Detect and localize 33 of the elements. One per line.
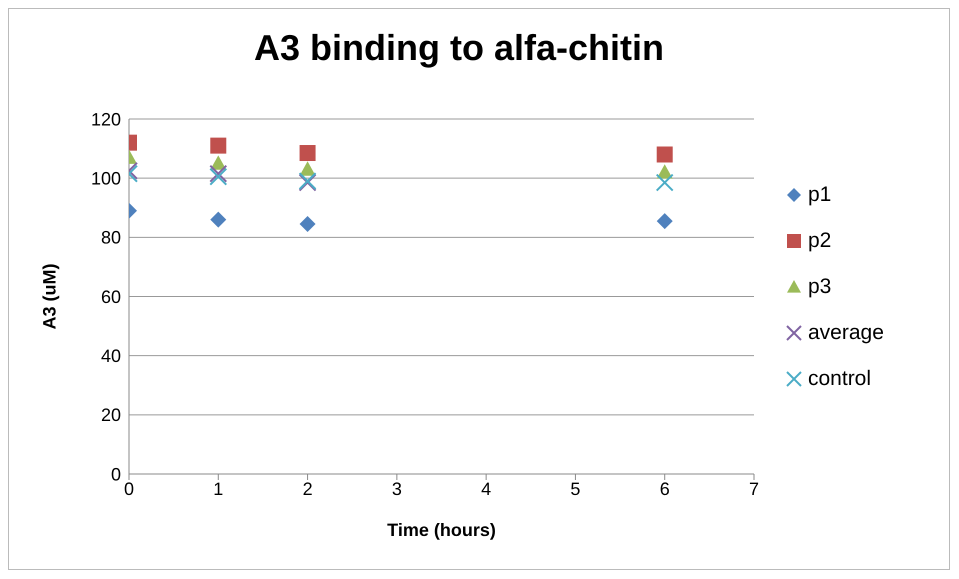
y-tick-label: 100 <box>90 168 121 189</box>
point <box>300 161 316 176</box>
x-tick-label: 0 <box>124 478 134 499</box>
point <box>209 168 228 186</box>
x-tick-label: 3 <box>392 478 402 499</box>
legend-label: p2 <box>808 228 832 252</box>
x-tick-label: 6 <box>660 478 670 499</box>
y-tick-label: 0 <box>110 464 121 484</box>
y-tick-label: 60 <box>100 286 121 307</box>
point <box>300 145 316 162</box>
legend-label: p3 <box>808 274 832 298</box>
x-tick-label: 5 <box>570 478 580 499</box>
x-tick-label: 1 <box>213 478 224 499</box>
x-tick-label: 4 <box>481 478 492 499</box>
point <box>300 216 316 232</box>
x-axis-title: Time (hours) <box>387 520 496 540</box>
point <box>656 174 674 192</box>
x-tick-label: 2 <box>302 478 313 499</box>
point <box>656 213 673 230</box>
chart-title: A3 binding to alfa-chitin <box>253 27 665 69</box>
point <box>209 164 228 183</box>
y-tick-label: 20 <box>100 405 121 426</box>
point <box>210 212 226 228</box>
y-tick-label: 80 <box>100 228 121 248</box>
point <box>210 138 226 154</box>
legend-label: average <box>808 320 884 344</box>
legend-label: p1 <box>808 182 832 206</box>
legend-label: control <box>808 366 872 390</box>
x-tick-label: 7 <box>748 478 760 499</box>
point <box>656 146 673 162</box>
y-tick-label: 120 <box>90 109 121 130</box>
y-tick-label: 40 <box>100 346 121 366</box>
y-axis-title: A3 (uM) <box>39 264 60 330</box>
